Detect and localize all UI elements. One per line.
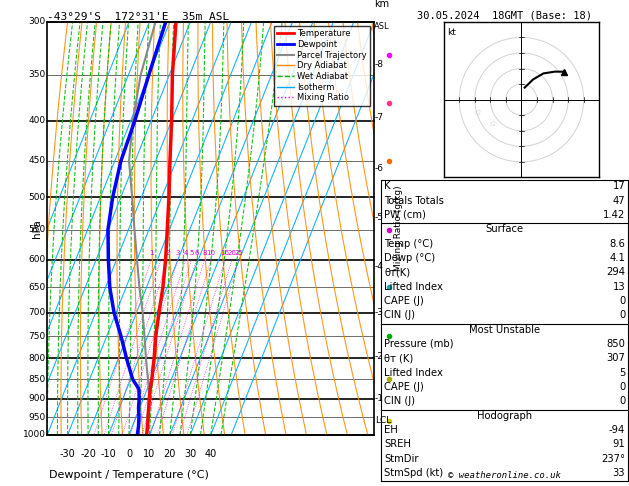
Text: Hodograph: Hodograph [477, 411, 532, 421]
Text: 350: 350 [28, 70, 45, 79]
Text: -2: -2 [375, 352, 384, 361]
Text: 25: 25 [235, 250, 243, 256]
Text: 5: 5 [189, 250, 194, 256]
Text: 30.05.2024  18GMT (Base: 18): 30.05.2024 18GMT (Base: 18) [416, 11, 592, 21]
Text: θᴛ(K): θᴛ(K) [384, 267, 411, 278]
Text: CAPE (J): CAPE (J) [384, 382, 424, 392]
Text: Lifted Index: Lifted Index [384, 367, 443, 378]
Text: 8.6: 8.6 [610, 239, 625, 249]
Text: -4: -4 [375, 262, 384, 271]
Text: -1: -1 [375, 394, 384, 402]
Text: 30: 30 [184, 450, 196, 459]
Text: 91: 91 [613, 439, 625, 450]
Text: EH: EH [384, 425, 398, 435]
Text: © weatheronline.co.uk: © weatheronline.co.uk [448, 471, 560, 480]
Text: PW (cm): PW (cm) [384, 210, 426, 220]
Text: 4.1: 4.1 [610, 253, 625, 263]
Text: -7: -7 [375, 114, 384, 122]
Text: StmDir: StmDir [384, 453, 419, 464]
Text: Dewpoint / Temperature (°C): Dewpoint / Temperature (°C) [49, 470, 209, 480]
Text: 750: 750 [28, 332, 45, 341]
Text: Mixing Ratio (g/kg): Mixing Ratio (g/kg) [394, 186, 403, 271]
Text: 400: 400 [28, 116, 45, 125]
Text: θᴛ (K): θᴛ (K) [384, 353, 414, 364]
Text: -30: -30 [60, 450, 75, 459]
Text: 16: 16 [221, 250, 230, 256]
Text: -6: -6 [375, 164, 384, 173]
Text: -8: -8 [375, 60, 384, 69]
Text: CIN (J): CIN (J) [384, 310, 415, 320]
Text: CIN (J): CIN (J) [384, 396, 415, 406]
Text: 700: 700 [28, 308, 45, 317]
Text: StmSpd (kt): StmSpd (kt) [384, 468, 443, 478]
Text: km: km [374, 0, 389, 10]
Text: 1.42: 1.42 [603, 210, 625, 220]
Text: 500: 500 [28, 192, 45, 202]
Text: Surface: Surface [485, 224, 523, 234]
Text: 294: 294 [606, 267, 625, 278]
Text: 20: 20 [164, 450, 176, 459]
Text: LCL: LCL [375, 417, 391, 425]
Text: -20: -20 [80, 450, 96, 459]
Text: 450: 450 [28, 156, 45, 166]
Text: 0: 0 [619, 382, 625, 392]
Legend: Temperature, Dewpoint, Parcel Trajectory, Dry Adiabat, Wet Adiabat, Isotherm, Mi: Temperature, Dewpoint, Parcel Trajectory… [274, 26, 370, 105]
Text: 1000: 1000 [23, 431, 45, 439]
Text: 237°: 237° [601, 453, 625, 464]
Text: -3: -3 [375, 308, 384, 317]
Text: 2: 2 [165, 250, 170, 256]
Text: 0: 0 [619, 310, 625, 320]
Text: 1: 1 [149, 250, 153, 256]
Text: 17: 17 [613, 181, 625, 191]
Text: 6: 6 [194, 250, 199, 256]
Text: 40: 40 [204, 450, 217, 459]
Text: 950: 950 [28, 413, 45, 422]
Text: Temp (°C): Temp (°C) [384, 239, 433, 249]
Text: -43°29'S  172°31'E  35m ASL: -43°29'S 172°31'E 35m ASL [47, 12, 230, 22]
Text: 550: 550 [28, 226, 45, 234]
Text: 850: 850 [606, 339, 625, 349]
Text: ASL: ASL [374, 22, 389, 31]
Text: Most Unstable: Most Unstable [469, 325, 540, 335]
Text: 4: 4 [183, 250, 187, 256]
Text: Lifted Index: Lifted Index [384, 281, 443, 292]
Text: 5: 5 [619, 367, 625, 378]
Text: CAPE (J): CAPE (J) [384, 296, 424, 306]
Text: 13: 13 [613, 281, 625, 292]
Text: hPa: hPa [32, 219, 42, 238]
Text: 0: 0 [126, 450, 132, 459]
Text: -5: -5 [375, 213, 384, 222]
Text: 850: 850 [28, 375, 45, 384]
Text: Totals Totals: Totals Totals [384, 195, 444, 206]
Text: 3: 3 [175, 250, 181, 256]
Text: 47: 47 [613, 195, 625, 206]
Text: 600: 600 [28, 255, 45, 264]
Text: 10: 10 [206, 250, 216, 256]
Text: 8: 8 [203, 250, 207, 256]
Text: 10: 10 [143, 450, 155, 459]
Text: SREH: SREH [384, 439, 411, 450]
Text: K: K [384, 181, 391, 191]
Text: r2: r2 [474, 110, 482, 116]
Text: 900: 900 [28, 394, 45, 403]
Text: 0: 0 [619, 296, 625, 306]
Text: 650: 650 [28, 283, 45, 292]
Text: Dewp (°C): Dewp (°C) [384, 253, 435, 263]
Text: r2: r2 [490, 121, 497, 127]
Text: 307: 307 [606, 353, 625, 364]
Text: -94: -94 [609, 425, 625, 435]
Text: 0: 0 [619, 396, 625, 406]
Text: 800: 800 [28, 354, 45, 363]
Text: 20: 20 [228, 250, 237, 256]
Text: kt: kt [447, 28, 455, 37]
Text: 300: 300 [28, 17, 45, 26]
Text: -10: -10 [101, 450, 116, 459]
Text: 33: 33 [613, 468, 625, 478]
Text: Pressure (mb): Pressure (mb) [384, 339, 454, 349]
